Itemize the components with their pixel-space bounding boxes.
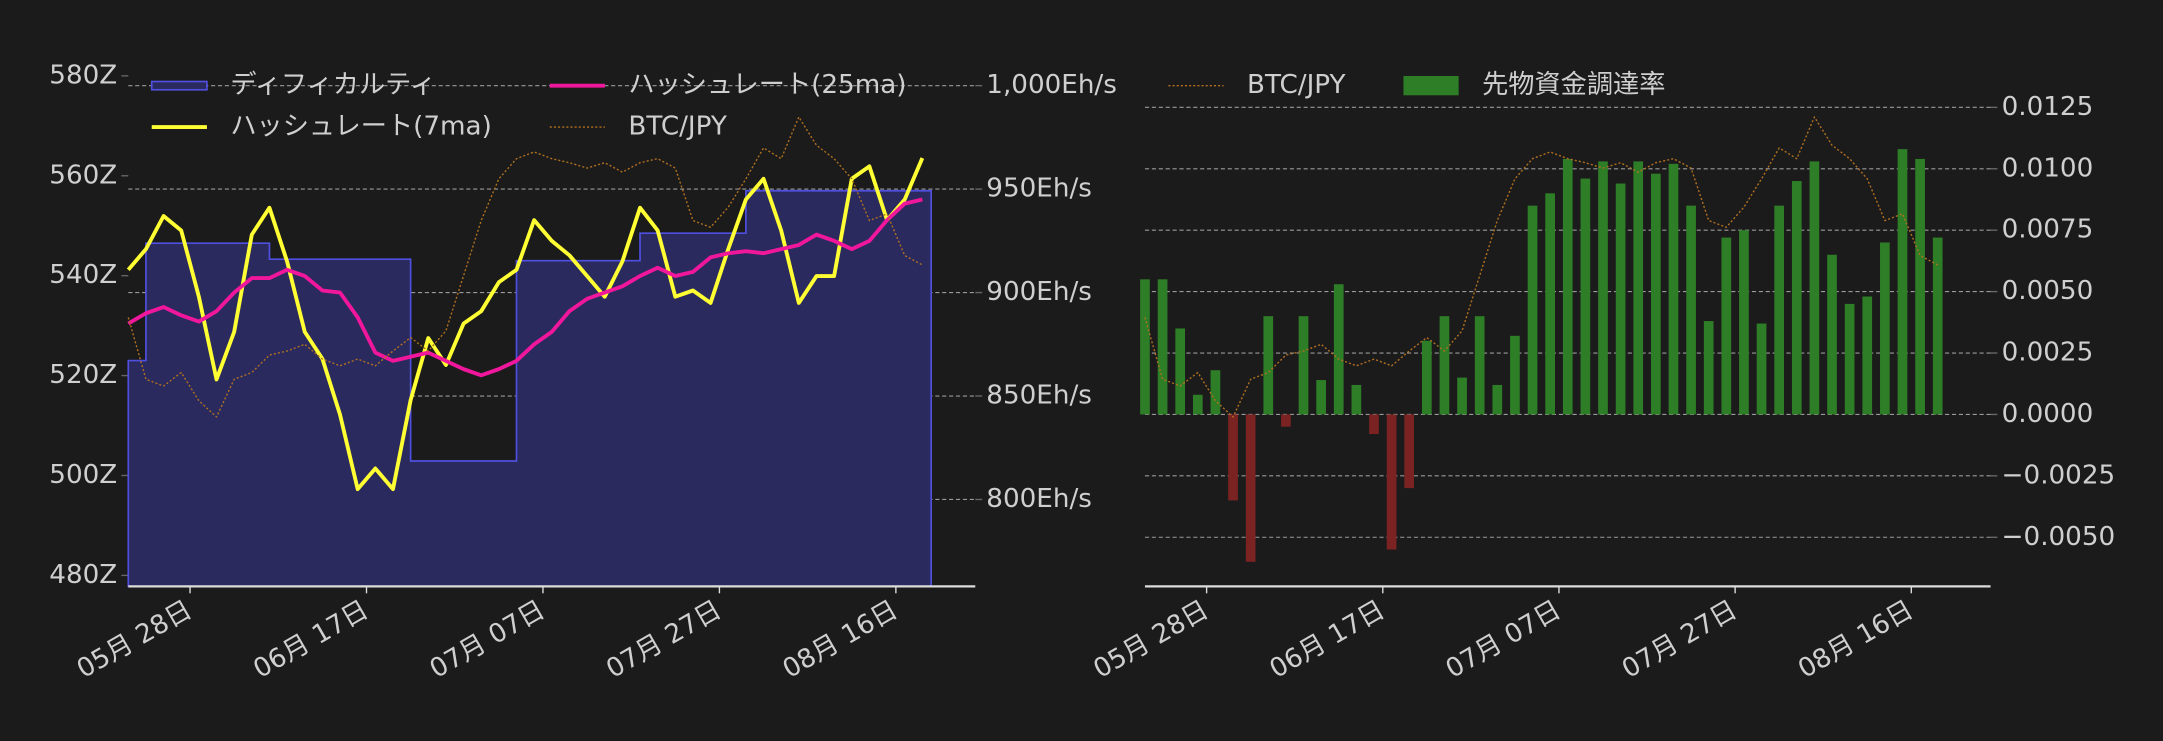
bar: [1457, 377, 1467, 415]
bar: [1651, 173, 1661, 415]
bar: [1880, 242, 1890, 415]
bar: [1510, 335, 1520, 415]
legend-label: BTC/JPY: [628, 112, 727, 142]
y-tick-label: 0.0125: [2002, 92, 2094, 122]
y-tick-label: 480Z: [49, 560, 117, 590]
y-tick-label: 0.0050: [2002, 276, 2094, 306]
bar: [1615, 183, 1626, 415]
line: [127, 197, 923, 378]
bar: [1386, 414, 1397, 550]
y-tick-label: 580Z: [49, 60, 117, 90]
bar: [1298, 316, 1309, 415]
bar: [1932, 237, 1943, 415]
y-tick-label: 520Z: [49, 360, 117, 390]
bar: [1474, 316, 1485, 415]
bar: [1703, 321, 1714, 415]
y-tick-label: −0.0025: [2002, 460, 2116, 490]
bar: [1281, 414, 1291, 427]
y-tick-label: 800Eh/s: [986, 484, 1092, 514]
legend-swatch: [150, 80, 208, 91]
y-tick-label: 540Z: [49, 260, 117, 290]
bar: [1774, 205, 1785, 415]
bar: [1844, 303, 1855, 415]
line: [127, 116, 923, 418]
bar: [1192, 394, 1203, 415]
y-tick-label: 850Eh/s: [986, 381, 1092, 411]
legend-label: 先物資金調達率: [1482, 70, 1665, 100]
line: [1144, 116, 1939, 418]
bar: [1686, 205, 1696, 415]
y-tick-label: −0.0050: [2002, 522, 2116, 552]
bar: [1862, 296, 1873, 415]
bar: [1439, 316, 1450, 415]
bar: [1157, 279, 1168, 415]
bar: [1316, 380, 1326, 415]
legend-label: BTC/JPY: [1247, 70, 1346, 100]
legend-label: ディフィカルティ: [230, 70, 436, 100]
bar: [1915, 158, 1925, 415]
bar: [1140, 279, 1150, 415]
bar: [1633, 161, 1644, 415]
legend-label: ハッシュレート(25ma): [628, 70, 906, 100]
y-tick-label: 0.0025: [2002, 338, 2094, 368]
bar: [1721, 237, 1732, 415]
legend-swatch: [1403, 75, 1459, 96]
bar: [1756, 323, 1767, 415]
bar: [1562, 158, 1573, 415]
line: [126, 157, 925, 492]
y-tick-label: 900Eh/s: [986, 277, 1092, 307]
bar: [1827, 254, 1837, 415]
bar: [1228, 414, 1238, 501]
bar: [1333, 284, 1344, 415]
bar: [1175, 328, 1186, 415]
y-tick-label: 0.0000: [2002, 399, 2094, 429]
bar: [1809, 161, 1820, 415]
y-tick-label: 1,000Eh/s: [986, 70, 1117, 100]
bar: [1791, 181, 1802, 415]
y-tick-label: 500Z: [49, 460, 117, 490]
bar: [1492, 384, 1503, 415]
bar: [1739, 230, 1749, 415]
bar: [1527, 205, 1538, 415]
bar: [1580, 178, 1591, 415]
bar: [1263, 316, 1274, 415]
bar: [1668, 163, 1679, 415]
bar: [1545, 193, 1555, 415]
y-tick-label: 950Eh/s: [986, 174, 1092, 204]
y-tick-label: 0.0075: [2002, 215, 2094, 245]
legend-label: ハッシュレート(7ma): [230, 112, 491, 142]
bar: [1421, 340, 1432, 415]
bar: [1598, 161, 1608, 415]
bar: [1404, 414, 1415, 489]
y-tick-label: 560Z: [49, 160, 117, 190]
bar: [1245, 414, 1256, 562]
bar: [1351, 384, 1362, 415]
bar: [1897, 149, 1908, 415]
y-tick-label: 0.0100: [2002, 153, 2094, 183]
bar: [1369, 414, 1379, 435]
bar: [1210, 370, 1221, 415]
